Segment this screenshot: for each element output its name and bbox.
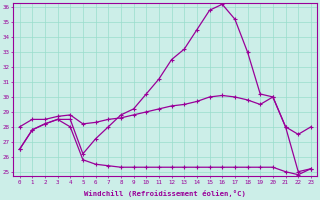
X-axis label: Windchill (Refroidissement éolien,°C): Windchill (Refroidissement éolien,°C) (84, 190, 246, 197)
